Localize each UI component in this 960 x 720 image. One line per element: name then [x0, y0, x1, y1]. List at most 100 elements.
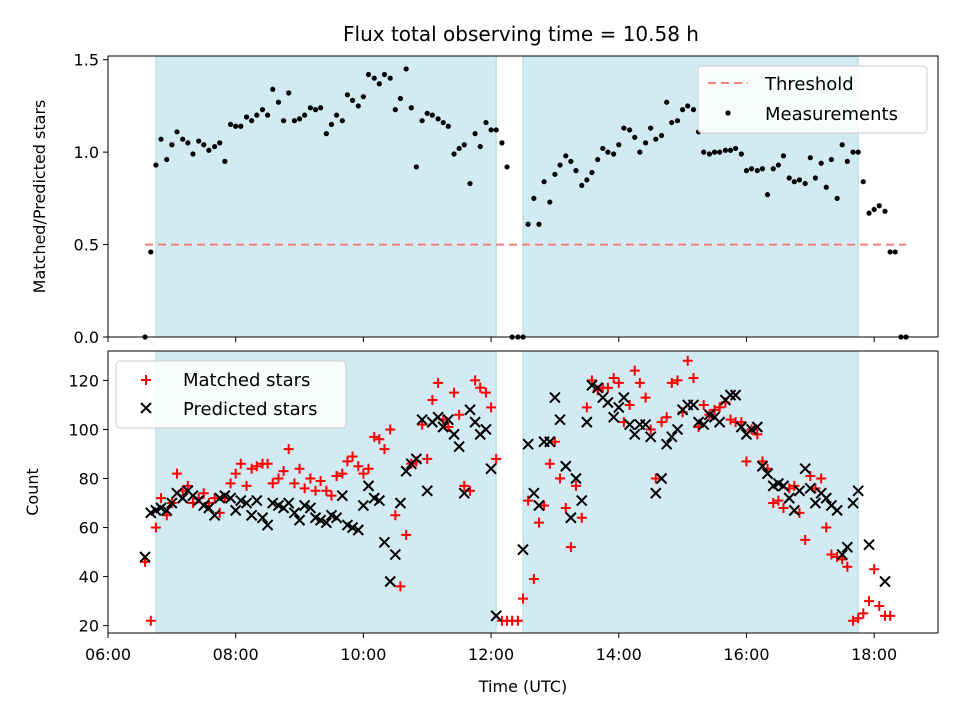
matched-star-point	[369, 431, 380, 442]
predicted-star-point	[267, 497, 279, 509]
predicted-star-point	[560, 460, 572, 472]
predicted-star-point	[570, 472, 582, 485]
measurement-point	[541, 179, 547, 185]
measurement-point	[839, 142, 845, 148]
measurement-point	[531, 195, 537, 201]
y-tick-label: 60	[79, 519, 99, 538]
predicted-star-point	[751, 421, 764, 433]
measurement-point	[823, 184, 829, 190]
x-tick-label: 16:00	[723, 645, 769, 664]
y-tick-label: 1.5	[74, 51, 99, 70]
predicted-star-point	[613, 401, 625, 414]
matched-star-point	[278, 466, 289, 477]
measurement-point	[834, 195, 840, 201]
measurement-point	[791, 179, 797, 185]
matched-star-point	[395, 581, 406, 592]
predicted-star-point	[416, 413, 428, 426]
predicted-star-point	[400, 465, 412, 477]
measurement-point	[371, 75, 377, 81]
predicted-star-point	[783, 492, 795, 504]
legend-predicted-label: Predicted stars	[183, 399, 317, 420]
matched-star-point	[470, 375, 481, 386]
predicted-star-point	[394, 497, 407, 509]
measurement-point	[296, 116, 303, 122]
measurement-point	[424, 110, 430, 116]
measurement-point	[339, 118, 345, 124]
measurement-point	[307, 105, 313, 111]
measurement-point	[355, 103, 361, 109]
predicted-star-point	[139, 551, 151, 563]
measurement-point	[403, 66, 409, 72]
measurement-point	[764, 192, 771, 198]
matched-star-point	[768, 498, 779, 509]
measurement-point	[265, 112, 271, 118]
predicted-star-point	[788, 504, 801, 517]
matched-star-point	[337, 468, 348, 479]
predicted-star-point	[448, 428, 460, 441]
measurement-point	[318, 105, 324, 111]
matched-star-point	[688, 372, 699, 383]
matched-star-point	[294, 463, 305, 474]
measurement-point	[499, 140, 505, 146]
predicted-star-point	[660, 438, 673, 450]
measurement-point	[413, 164, 419, 170]
measurement-point	[621, 125, 627, 131]
predicted-star-point	[852, 485, 864, 497]
x-axis-label: Time (UTC)	[478, 677, 567, 696]
y-tick-label: 100	[68, 420, 99, 439]
matched-star-point	[182, 480, 193, 491]
matched-star-point	[869, 564, 880, 575]
matched-star-point	[326, 490, 337, 501]
measurement-point	[850, 149, 856, 155]
measurement-point	[435, 116, 441, 122]
measurement-point	[600, 145, 606, 152]
matched-star-point	[858, 608, 869, 619]
matched-star-point	[379, 444, 390, 455]
matched-star-point	[810, 483, 821, 494]
predicted-star-point	[745, 423, 758, 436]
measurement-point	[595, 156, 601, 163]
measurement-point	[164, 156, 170, 163]
matched-star-point	[640, 392, 651, 403]
measurement-point	[286, 90, 292, 96]
matched-star-point	[741, 456, 752, 467]
measurement-point	[270, 86, 276, 92]
matched-star-point	[491, 453, 502, 464]
predicted-star-point	[687, 399, 700, 411]
measurement-point	[828, 156, 834, 163]
shaded-period	[155, 55, 497, 338]
legend-matched-label: Matched stars	[183, 370, 310, 391]
matched-star-point	[486, 402, 497, 413]
measurement-point	[748, 166, 755, 172]
matched-star-point	[682, 355, 693, 366]
predicted-star-point	[841, 541, 854, 553]
measurement-point	[627, 127, 633, 133]
predicted-star-point	[804, 482, 817, 495]
measurement-point	[759, 166, 766, 172]
predicted-star-point	[544, 436, 556, 448]
matched-star-point	[289, 478, 300, 489]
matched-star-point	[608, 372, 619, 383]
matched-star-point	[449, 387, 460, 398]
matched-star-point	[624, 399, 635, 410]
measurement-point	[206, 147, 212, 153]
y-tick-label: 1.0	[74, 143, 99, 162]
measurement-point	[584, 177, 590, 183]
predicted-star-point	[729, 389, 742, 401]
predicted-star-point	[650, 487, 662, 499]
matched-star-point	[443, 422, 454, 433]
matched-star-point	[528, 574, 539, 585]
measurement-point	[408, 105, 414, 111]
legend-measurements-label: Measurements	[765, 104, 898, 125]
matched-star-point	[363, 463, 374, 474]
predicted-star-point	[240, 497, 253, 509]
measurement-point	[243, 114, 250, 120]
measurement-point	[328, 121, 335, 128]
predicted-star-point	[314, 514, 327, 526]
matched-star-point	[512, 615, 523, 626]
matched-star-point	[315, 475, 326, 486]
predicted-star-point	[602, 396, 614, 409]
predicted-star-point	[458, 487, 470, 499]
matched-star-point	[358, 468, 369, 479]
axes-frame	[107, 55, 939, 338]
